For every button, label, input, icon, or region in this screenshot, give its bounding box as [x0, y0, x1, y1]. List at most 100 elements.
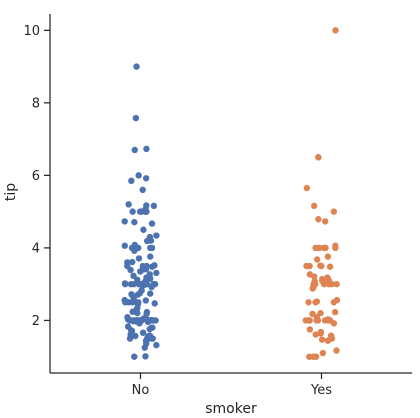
data-point-yes-12 — [306, 326, 314, 333]
data-point-no-86 — [121, 280, 129, 287]
data-point-yes-56 — [324, 253, 332, 260]
y-axis-label: tip — [3, 183, 19, 201]
data-point-yes-45 — [319, 275, 326, 283]
data-point-no-58 — [135, 299, 142, 306]
data-point-yes-72 — [315, 154, 322, 161]
data-point-no-12 — [146, 332, 154, 339]
data-point-no-122 — [131, 218, 138, 226]
data-point-yes-9 — [312, 331, 319, 338]
data-point-no-43 — [131, 317, 138, 324]
data-point-no-132 — [143, 202, 150, 209]
data-point-no-94 — [153, 269, 160, 277]
data-point-yes-63 — [312, 244, 319, 252]
data-point-yes-73 — [332, 27, 339, 34]
data-point-yes-67 — [315, 216, 322, 223]
data-point-no-68 — [147, 290, 154, 297]
data-point-no-70 — [138, 287, 145, 294]
data-point-no-63 — [121, 296, 128, 304]
data-point-yes-62 — [321, 244, 328, 252]
data-point-no-140 — [132, 114, 140, 122]
data-point-no-0 — [142, 353, 149, 360]
y-tick-label: 6 — [32, 169, 40, 184]
data-point-no-105 — [129, 258, 136, 266]
data-point-no-123 — [121, 218, 128, 225]
data-point-no-141 — [133, 63, 140, 70]
y-tick-label: 8 — [32, 96, 40, 111]
data-point-yes-21 — [306, 317, 313, 324]
data-point-yes-27 — [317, 309, 324, 317]
data-point-yes-11 — [317, 328, 325, 336]
data-point-yes-47 — [324, 274, 331, 281]
data-point-no-1 — [131, 353, 138, 360]
data-point-yes-30 — [305, 299, 312, 306]
data-point-no-114 — [121, 242, 128, 249]
data-point-no-135 — [128, 177, 135, 185]
data-point-no-48 — [140, 315, 147, 322]
y-tick-label: 4 — [32, 241, 40, 256]
data-point-no-104 — [124, 259, 131, 266]
data-point-yes-49 — [306, 271, 314, 278]
data-point-no-52 — [143, 308, 151, 316]
x-tick-label-yes: Yes — [310, 383, 332, 398]
data-point-yes-28 — [331, 308, 339, 316]
data-point-no-139 — [143, 145, 150, 153]
data-point-yes-25 — [313, 313, 321, 321]
data-point-no-118 — [146, 233, 154, 241]
data-point-no-92 — [130, 272, 137, 280]
data-point-no-20 — [124, 323, 132, 330]
data-point-no-19 — [148, 324, 155, 331]
data-point-no-131 — [150, 202, 158, 210]
data-point-yes-69 — [310, 202, 318, 210]
data-point-no-124 — [129, 208, 136, 215]
data-point-no-137 — [135, 172, 142, 179]
data-point-no-107 — [147, 253, 154, 260]
data-point-yes-26 — [309, 310, 316, 318]
data-point-no-119 — [153, 232, 160, 239]
y-tick-label: 10 — [23, 24, 40, 39]
data-point-no-45 — [148, 316, 155, 324]
data-point-no-133 — [125, 201, 132, 208]
data-point-no-82 — [127, 280, 135, 288]
x-ticks: No Yes — [132, 373, 332, 398]
points-layer — [121, 27, 341, 360]
data-point-yes-66 — [321, 218, 329, 225]
data-point-no-136 — [142, 175, 150, 182]
data-point-yes-37 — [333, 280, 340, 288]
data-point-yes-55 — [313, 256, 321, 263]
data-point-yes-3 — [319, 349, 327, 357]
data-point-no-14 — [139, 329, 147, 336]
x-axis-label: smoker — [205, 401, 257, 417]
data-point-no-57 — [151, 300, 158, 307]
data-point-yes-68 — [330, 208, 338, 215]
y-ticks: 2 4 6 8 10 — [23, 24, 50, 329]
data-point-yes-54 — [317, 262, 324, 269]
data-point-yes-4 — [333, 347, 340, 354]
data-point-no-3 — [153, 341, 160, 349]
data-point-yes-65 — [332, 242, 339, 249]
data-point-no-84 — [150, 280, 157, 288]
data-point-no-106 — [135, 255, 143, 262]
data-point-yes-50 — [326, 263, 334, 270]
data-point-yes-6 — [318, 336, 326, 343]
data-point-no-62 — [142, 297, 150, 304]
data-point-no-121 — [148, 220, 156, 227]
data-point-no-134 — [139, 186, 146, 194]
data-point-yes-24 — [324, 316, 332, 323]
data-point-no-129 — [136, 208, 144, 215]
data-point-yes-8 — [327, 332, 335, 339]
data-point-yes-52 — [306, 262, 313, 270]
x-tick-label-no: No — [132, 383, 150, 398]
data-point-no-120 — [140, 226, 147, 233]
data-point-no-67 — [128, 291, 135, 298]
data-point-no-93 — [146, 271, 154, 278]
data-point-yes-42 — [311, 278, 318, 285]
y-tick-label: 2 — [32, 314, 40, 329]
data-point-no-115 — [131, 241, 139, 249]
data-point-no-111 — [147, 244, 154, 252]
data-point-no-103 — [151, 262, 158, 269]
data-point-no-101 — [143, 262, 150, 270]
data-point-yes-1 — [312, 353, 320, 360]
data-point-no-138 — [131, 146, 138, 154]
data-point-yes-70 — [303, 184, 311, 192]
